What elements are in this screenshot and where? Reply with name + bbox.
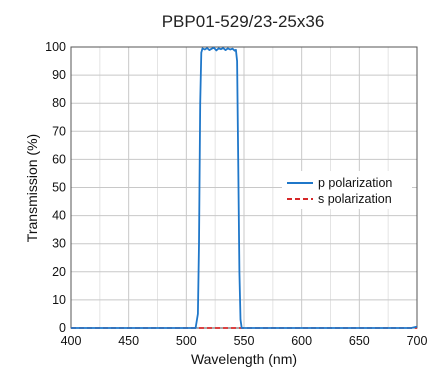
x-tick-label: 600: [291, 334, 312, 348]
legend-box: [282, 171, 412, 209]
x-tick-label: 700: [407, 334, 428, 348]
y-tick-label: 40: [52, 209, 66, 223]
y-tick-label: 30: [52, 237, 66, 251]
y-tick-label: 20: [52, 265, 66, 279]
y-tick-label: 50: [52, 181, 66, 195]
x-axis-ticks: 400 450 500 550 600 650 700: [61, 334, 428, 348]
legend-s-label: s polarization: [318, 192, 392, 206]
y-tick-label: 60: [52, 152, 66, 166]
y-tick-label: 10: [52, 293, 66, 307]
y-tick-label: 70: [52, 124, 66, 138]
series-line-p-polarization: [71, 46, 418, 329]
y-tick-label: 80: [52, 96, 66, 110]
x-tick-label: 450: [118, 334, 139, 348]
y-axis-label: Transmission (%): [24, 134, 40, 242]
y-tick-label: 100: [45, 40, 66, 54]
x-tick-label: 500: [176, 334, 197, 348]
legend-p-label: p polarization: [318, 176, 392, 190]
y-tick-label: 90: [52, 68, 66, 82]
legend: p polarization s polarization: [282, 171, 412, 209]
x-tick-label: 550: [234, 334, 255, 348]
x-tick-label: 400: [61, 334, 82, 348]
y-tick-label: 0: [59, 321, 66, 335]
x-axis-label: Wavelength (nm): [191, 351, 297, 367]
chart-title: PBP01-529/23-25x36: [162, 12, 325, 31]
series-group: [71, 46, 418, 329]
y-axis-ticks: 0 10 20 30 40 50 60 70 80 90 100: [45, 40, 66, 335]
x-tick-label: 650: [349, 334, 370, 348]
